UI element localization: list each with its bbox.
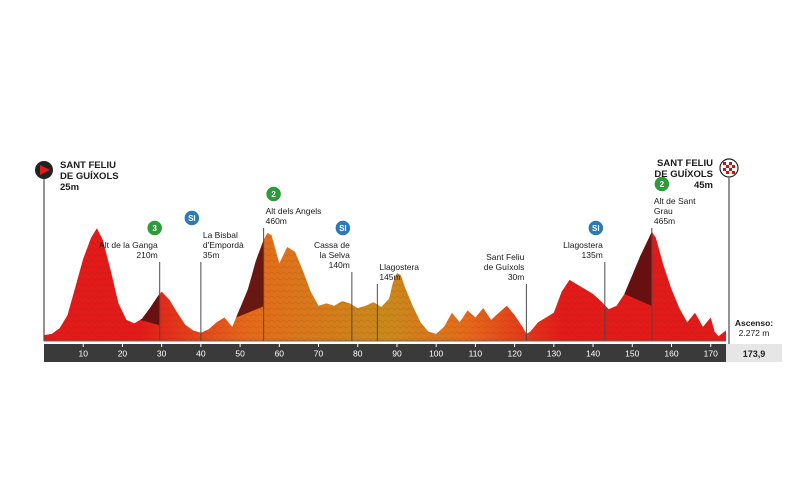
- total-distance-box: [726, 344, 782, 362]
- tick-label-9: 100: [429, 349, 443, 359]
- axis-bar: [44, 344, 726, 362]
- point-label-7: Alt de Sant Grau 465m: [654, 196, 696, 226]
- tick-label-4: 50: [235, 349, 245, 359]
- tick-label-14: 150: [625, 349, 639, 359]
- finish-check-3-3: [732, 171, 735, 174]
- badge-text-3: SI: [339, 224, 347, 233]
- tick-label-11: 120: [508, 349, 522, 359]
- climb-shade-2: [624, 231, 652, 306]
- tick-label-3: 40: [196, 349, 206, 359]
- tick-label-15: 160: [664, 349, 678, 359]
- tick-label-8: 90: [392, 349, 402, 359]
- finish-check-0-2: [729, 162, 732, 165]
- climb-category-badge-7: [653, 175, 671, 193]
- badge-text-1: SI: [188, 214, 196, 223]
- tick-label-0: 10: [78, 349, 88, 359]
- tick-label-7: 80: [353, 349, 363, 359]
- ascent-title: Ascenso:: [735, 318, 773, 328]
- badge-text-6: SI: [592, 224, 600, 233]
- point-label-4: Llagostera 145m: [379, 262, 419, 282]
- point-label-1: La Bisbal d'Empordà 35m: [203, 230, 244, 260]
- start-town-label: SANT FELIU DE GUÍXOLS: [60, 160, 119, 182]
- finish-elevation-label: 45m: [694, 180, 713, 191]
- elevation-texture: [44, 228, 726, 341]
- climb-category-badge-2: [264, 185, 283, 203]
- badge-text-0: 3: [152, 224, 157, 233]
- tick-label-6: 70: [314, 349, 324, 359]
- start-arrow-icon: [40, 165, 50, 175]
- tick-label-13: 140: [586, 349, 600, 359]
- finish-check-1-1: [726, 165, 729, 168]
- climb-shade-0: [140, 294, 160, 326]
- climb-shade-1: [236, 239, 264, 318]
- tick-label-5: 60: [275, 349, 285, 359]
- finish-town-label: SANT FELIU DE GUÍXOLS: [654, 158, 713, 180]
- point-labels: Alt de la Ganga 210m La Bisbal d'Empordà 35m…: [99, 196, 696, 282]
- point-markers: 3 SI 2 SI SI 2: [145, 175, 671, 341]
- point-label-5: Sant Feliu de Guíxols 30m: [484, 252, 525, 282]
- finish-check-3-1: [726, 171, 729, 174]
- finish-check-2-0: [723, 168, 726, 171]
- sprint-badge-3: [334, 219, 352, 237]
- tick-label-16: 170: [704, 349, 718, 359]
- start-elevation-label: 25m: [60, 182, 79, 193]
- badge-text-2: 2: [271, 190, 276, 199]
- finish-check-2-2: [729, 168, 732, 171]
- point-label-6: Llagostera 135m: [563, 240, 603, 260]
- ascent-total: Ascenso:2.272 m: [735, 318, 773, 338]
- point-label-0: Alt de la Ganga 210m: [99, 240, 158, 260]
- total-distance-label: 173,9: [743, 349, 766, 359]
- climb-category-badge-0: [145, 219, 164, 237]
- ascent-value: 2.272 m: [739, 328, 770, 338]
- sprint-badge-6: [587, 219, 605, 237]
- tick-label-2: 30: [157, 349, 167, 359]
- point-label-2: Alt dels Angels 460m: [266, 206, 322, 226]
- climb-shading: [140, 231, 652, 326]
- badge-text-7: 2: [660, 180, 665, 189]
- finish-check-1-3: [732, 165, 735, 168]
- sprint-badge-1: [183, 209, 201, 227]
- tick-label-10: 110: [469, 349, 483, 359]
- finish-check-0-0: [723, 162, 726, 165]
- tick-label-1: 20: [118, 349, 128, 359]
- point-label-3: Cassa de la Selva 140m: [314, 240, 350, 270]
- distance-axis: 10 20 30 40 50 60 70 80 90 100 110 120 130 140 150 160 1…: [44, 340, 782, 362]
- profile-area: [44, 228, 726, 341]
- tick-label-12: 130: [547, 349, 561, 359]
